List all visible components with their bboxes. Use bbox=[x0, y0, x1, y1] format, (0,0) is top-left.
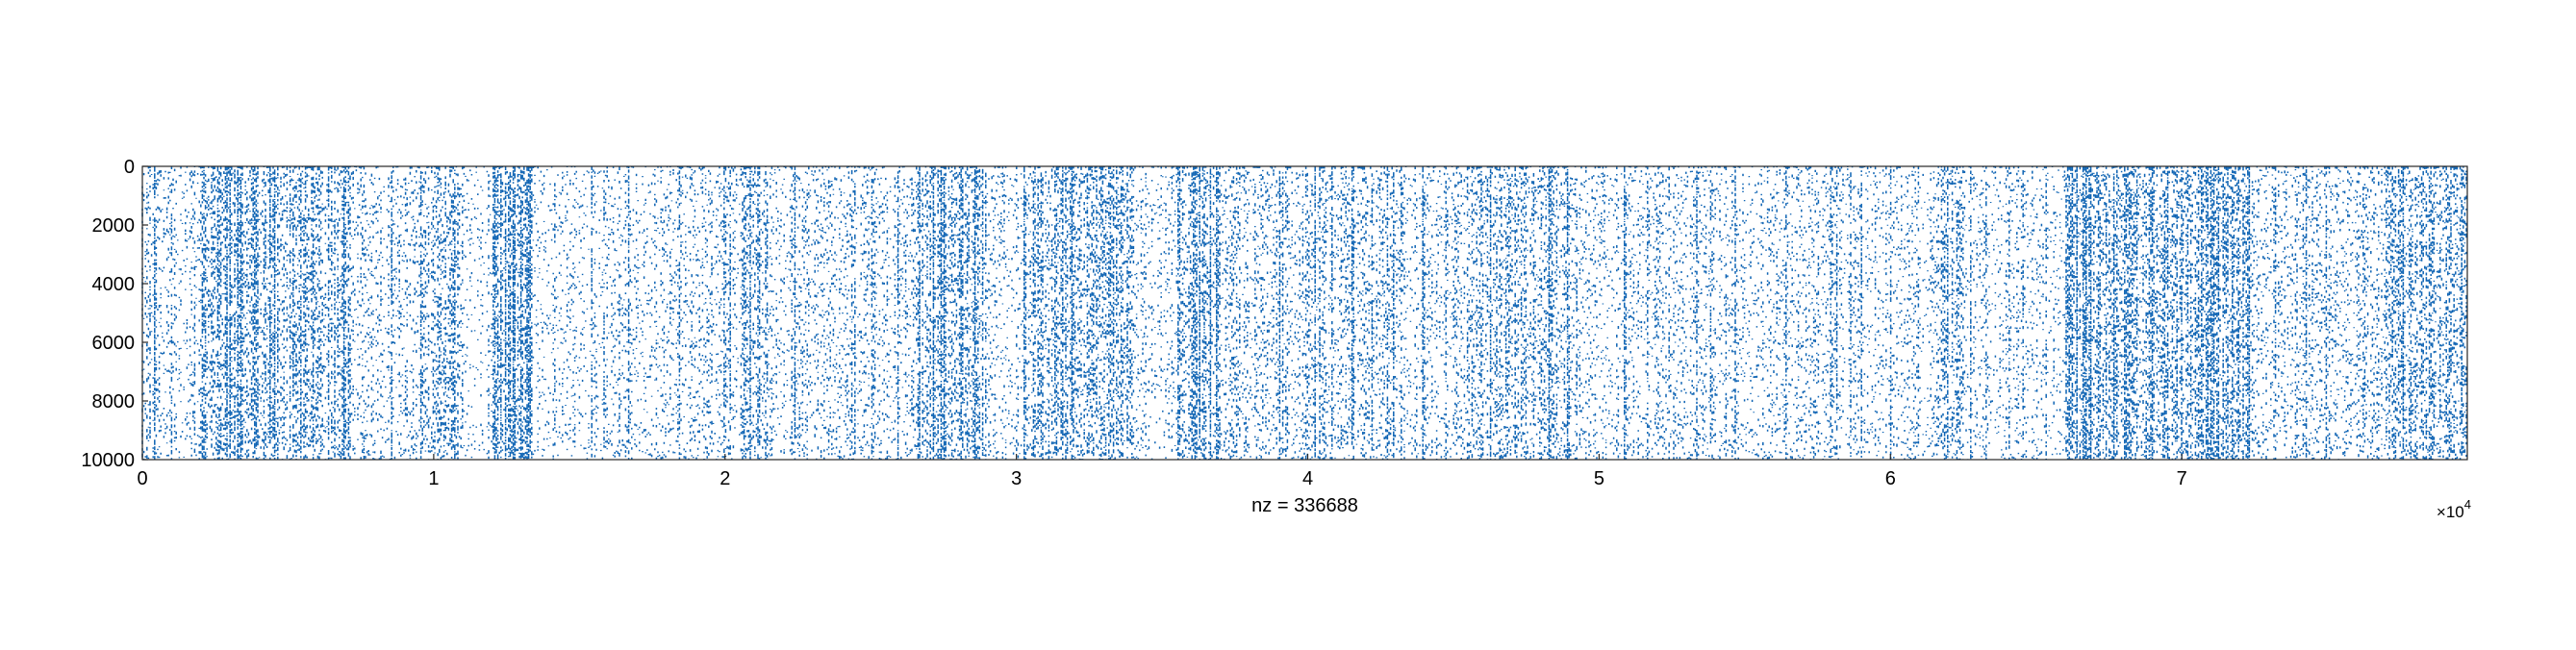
y-tick-label: 2000 bbox=[92, 215, 136, 237]
x-tick-label: 7 bbox=[2177, 468, 2187, 489]
x-tick-label: 0 bbox=[137, 468, 147, 489]
y-tick-label: 6000 bbox=[92, 333, 136, 354]
x-axis-exponent-label: ×104 bbox=[2437, 497, 2471, 521]
x-tick-label: 6 bbox=[1885, 468, 1896, 489]
axes-box bbox=[141, 165, 2468, 461]
y-tick-label: 0 bbox=[124, 157, 135, 178]
x-tick-label: 1 bbox=[428, 468, 439, 489]
y-tick-label: 10000 bbox=[81, 450, 135, 471]
y-tick-label: 4000 bbox=[92, 274, 136, 295]
x-tick-label: 3 bbox=[1011, 468, 1022, 489]
x-tick-label: 5 bbox=[1594, 468, 1604, 489]
x-axis-ticks: 0 1 2 3 4 5 6 7 bbox=[137, 454, 2187, 489]
x-tick-label: 4 bbox=[1302, 468, 1313, 489]
x-axis-label: nz = 336688 bbox=[1251, 495, 1358, 516]
x-tick-label: 2 bbox=[720, 468, 730, 489]
x-axis-exponent-base: ×10 bbox=[2437, 503, 2464, 521]
axes-background bbox=[142, 166, 2467, 460]
plot-area bbox=[141, 165, 2468, 461]
y-axis-ticks: 0 2000 4000 6000 8000 10000 bbox=[81, 157, 148, 471]
x-axis-exponent-power: 4 bbox=[2464, 497, 2471, 512]
y-tick-label: 8000 bbox=[92, 391, 136, 412]
